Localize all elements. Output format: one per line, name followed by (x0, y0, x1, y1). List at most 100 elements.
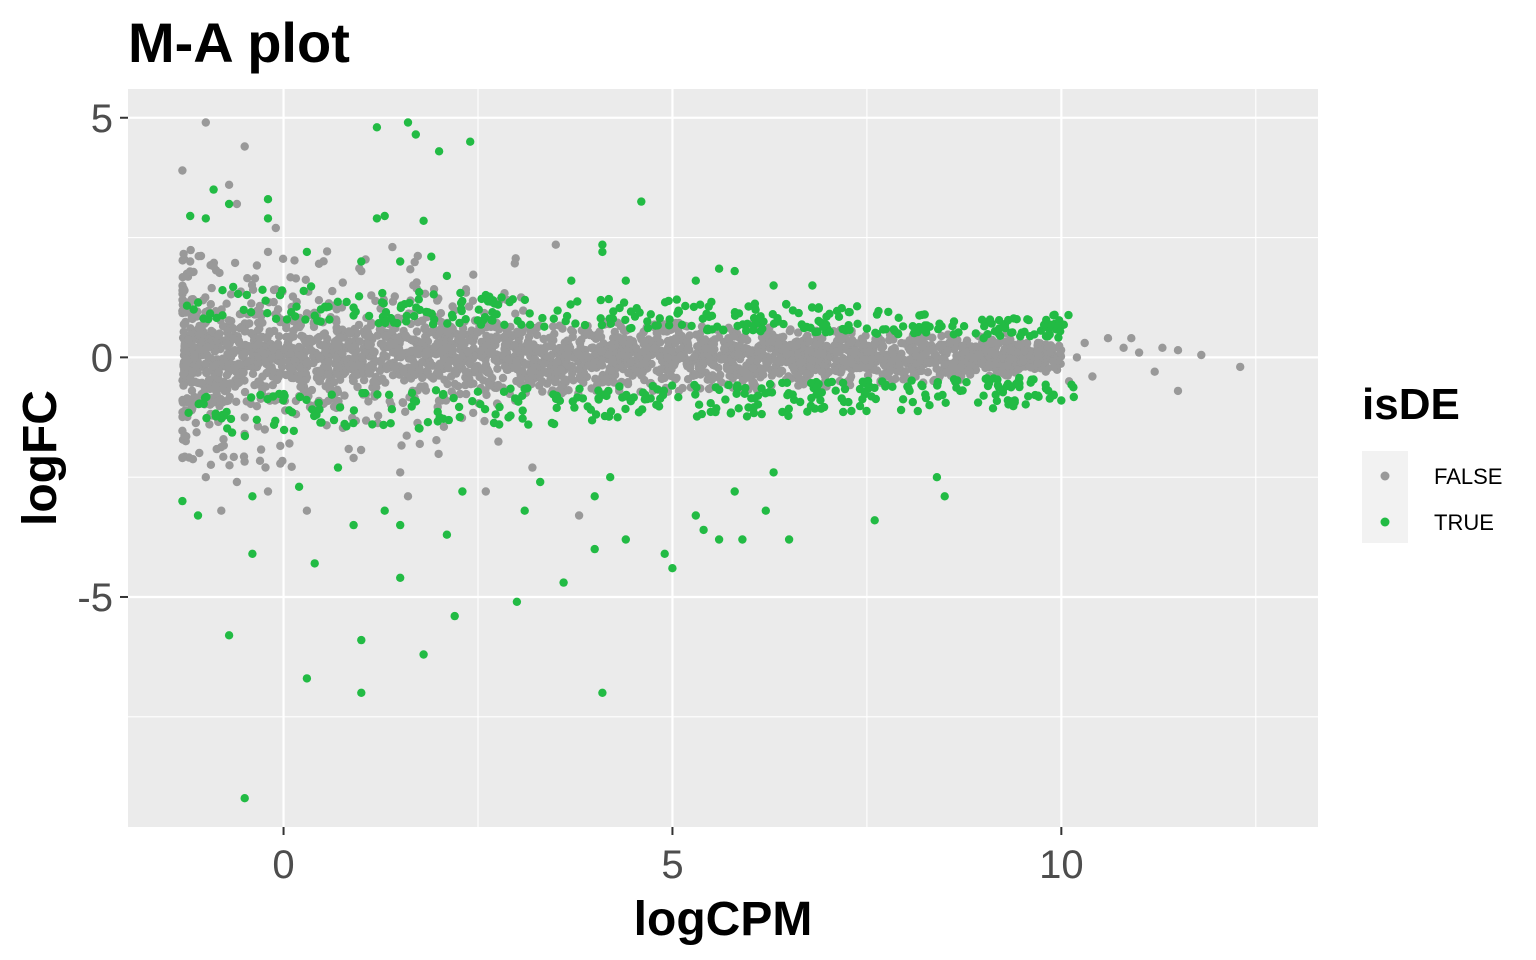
data-point-false (192, 428, 201, 437)
data-point-false (887, 357, 896, 366)
data-point-false (332, 354, 341, 363)
data-point-false (394, 346, 403, 355)
data-point-false (225, 379, 235, 388)
data-point-false (214, 367, 223, 377)
data-point-true (429, 290, 438, 299)
data-point-false (940, 360, 949, 369)
data-point-true (301, 315, 310, 324)
data-point-false (309, 322, 319, 332)
data-point-false (483, 368, 492, 377)
data-point-true (988, 404, 998, 413)
data-point-true (881, 325, 890, 334)
data-point-false (319, 330, 328, 339)
data-point-false (575, 372, 585, 381)
data-point-false (608, 355, 617, 365)
data-point-false (295, 375, 304, 384)
data-point-true (872, 310, 882, 319)
data-point-false (700, 335, 710, 344)
data-point-false (494, 437, 503, 446)
data-point-true (732, 389, 741, 398)
data-point-false (469, 270, 478, 279)
data-point-false (558, 324, 567, 333)
data-point-true (271, 314, 281, 323)
data-point-true (819, 322, 828, 332)
legend-key-true (1380, 517, 1390, 527)
data-point-true (573, 297, 582, 306)
data-point-true (782, 300, 791, 309)
data-point-false (369, 347, 378, 356)
data-point-false (1088, 372, 1097, 381)
data-point-false (413, 251, 422, 261)
data-point-false (367, 291, 376, 300)
data-point-false (230, 258, 240, 268)
data-point-false (263, 247, 273, 257)
data-point-true (844, 321, 853, 330)
data-point-true (816, 396, 825, 405)
data-point-false (268, 365, 277, 375)
x-axis-ticks: 0 5 10 (272, 827, 1084, 887)
data-point-true (1016, 332, 1025, 341)
data-point-true (285, 406, 294, 415)
data-point-false (433, 296, 442, 305)
data-point-true (349, 418, 358, 428)
data-point-false (587, 343, 596, 353)
data-point-false (447, 387, 456, 396)
data-point-true (492, 310, 501, 319)
data-point-true (282, 315, 292, 324)
data-point-false (350, 353, 359, 362)
data-point-false (347, 343, 356, 353)
data-point-false (398, 398, 408, 408)
data-point-false (524, 344, 534, 353)
data-point-false (637, 335, 646, 344)
data-point-false (364, 397, 373, 406)
data-point-false (232, 477, 242, 487)
data-point-true (461, 315, 470, 324)
data-point-true (1026, 378, 1035, 387)
data-point-false (254, 352, 263, 361)
data-point-true (505, 297, 514, 307)
data-point-false (1006, 346, 1015, 355)
data-point-true (590, 492, 599, 501)
data-point-false (203, 342, 212, 352)
data-point-true (598, 240, 607, 249)
data-point-true (520, 295, 530, 305)
data-point-true (279, 396, 288, 405)
data-point-true (333, 297, 342, 306)
data-point-false (786, 340, 795, 350)
data-point-false (849, 348, 859, 357)
data-point-true (749, 408, 759, 418)
data-point-false (641, 359, 650, 368)
data-point-false (952, 365, 961, 374)
data-point-false (178, 166, 187, 175)
data-point-true (1049, 311, 1058, 320)
data-point-true (578, 394, 588, 403)
data-point-true (211, 412, 221, 421)
data-point-false (188, 455, 198, 464)
data-point-true (847, 406, 856, 416)
data-point-true (896, 405, 906, 415)
data-point-false (406, 265, 415, 274)
data-point-false (709, 339, 719, 349)
data-point-false (260, 425, 269, 434)
data-point-true (962, 378, 971, 387)
data-point-false (268, 380, 277, 390)
data-point-false (362, 324, 372, 333)
data-point-false (403, 492, 413, 501)
data-point-false (607, 343, 617, 352)
data-point-true (690, 380, 699, 390)
data-point-true (547, 418, 557, 428)
data-point-true (941, 398, 950, 407)
data-point-true (730, 311, 740, 320)
data-point-false (657, 374, 666, 384)
data-point-true (473, 316, 482, 325)
data-point-true (329, 415, 339, 425)
data-point-true (653, 321, 662, 330)
data-point-false (182, 357, 191, 366)
data-point-false (626, 358, 635, 367)
data-point-true (664, 321, 674, 330)
data-point-false (785, 327, 794, 336)
data-point-false (185, 398, 195, 408)
data-point-true (993, 375, 1002, 384)
data-point-true (825, 309, 834, 318)
data-point-false (243, 274, 252, 283)
